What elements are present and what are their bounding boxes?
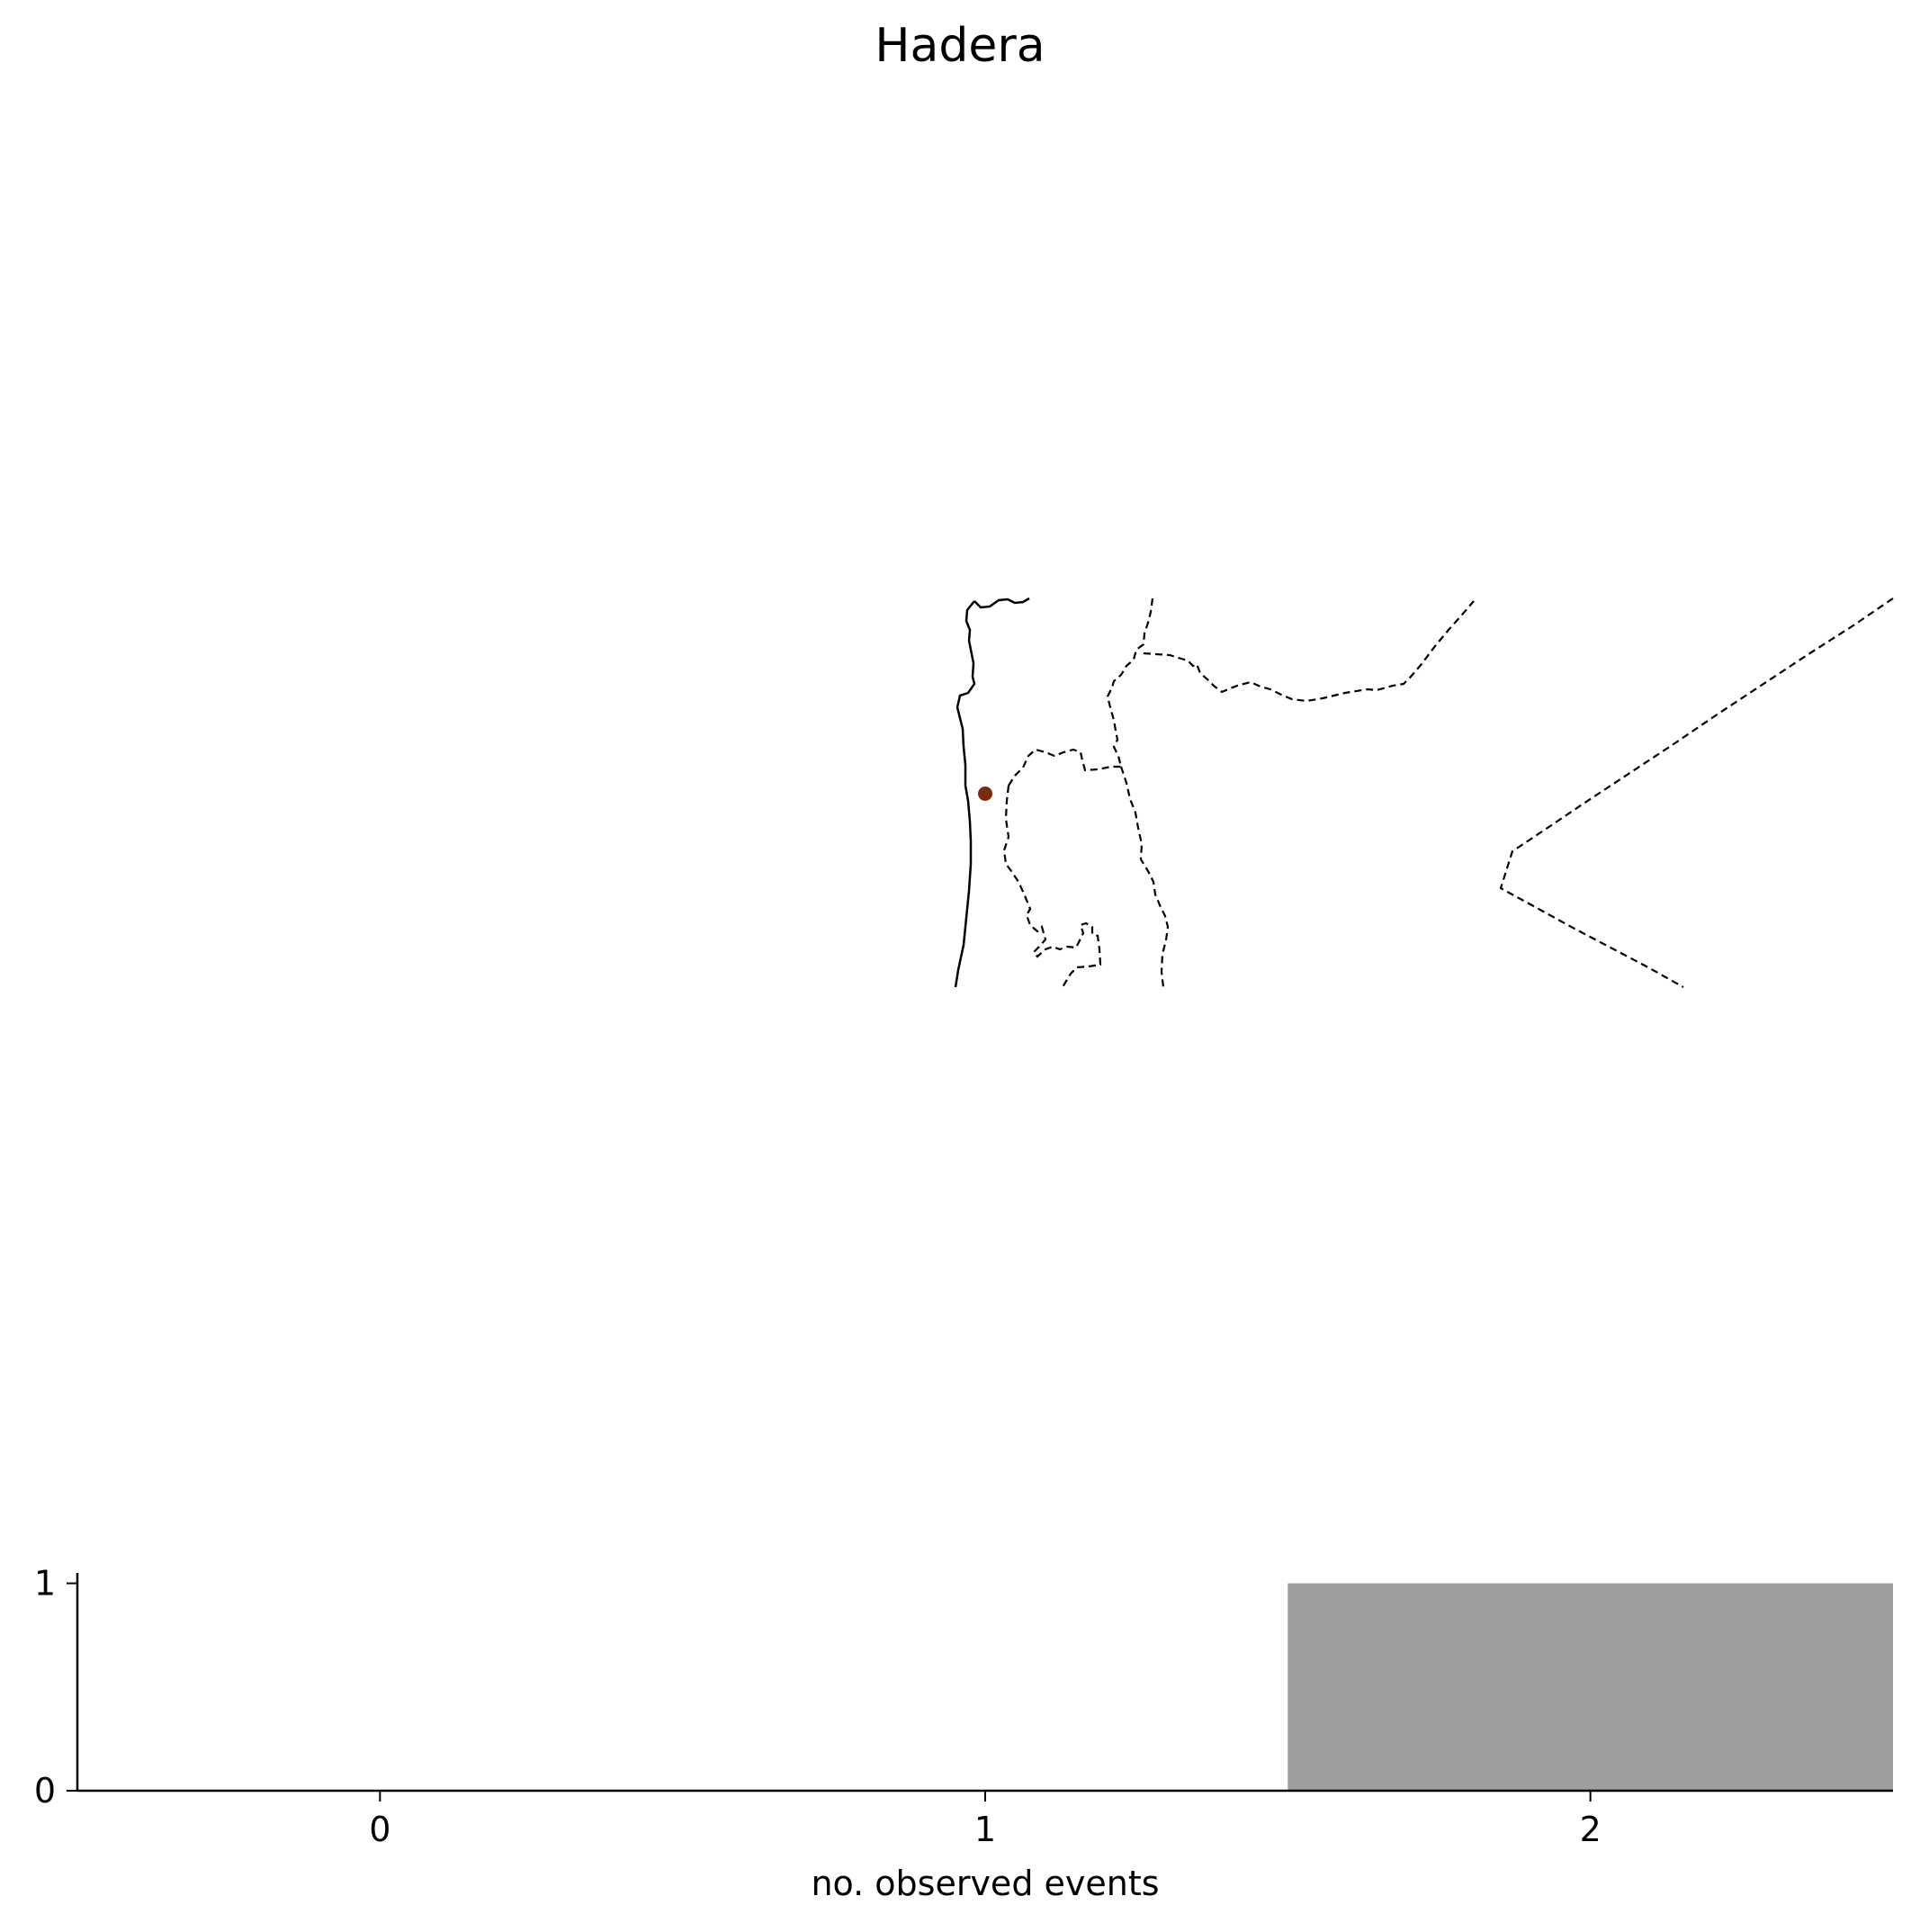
y-tick-label-0: 0 (34, 1771, 56, 1811)
border-west-bank (1002, 748, 1121, 988)
histogram-bar-2 (1287, 1583, 1893, 1791)
city-marker (978, 786, 992, 801)
border-golan (1119, 766, 1170, 988)
y-tick-label-1: 1 (34, 1564, 56, 1604)
x-tick-label-2: 2 (1580, 1810, 1601, 1849)
x-tick-label-0: 0 (369, 1810, 390, 1849)
border-syria-iraq (1143, 600, 1475, 703)
x-axis-label: no. observed events (811, 1864, 1159, 1903)
histogram-panel: 0 1 2 0 1 (34, 1564, 1893, 1849)
border-jordan-saudi (1499, 598, 1894, 988)
coastline-north (973, 597, 1030, 609)
chart-title: Hadera (875, 19, 1045, 73)
map-panel (954, 597, 1894, 988)
border-lebanon-syria (1106, 598, 1154, 768)
x-tick-label-1: 1 (974, 1810, 996, 1849)
coastline (954, 600, 976, 988)
